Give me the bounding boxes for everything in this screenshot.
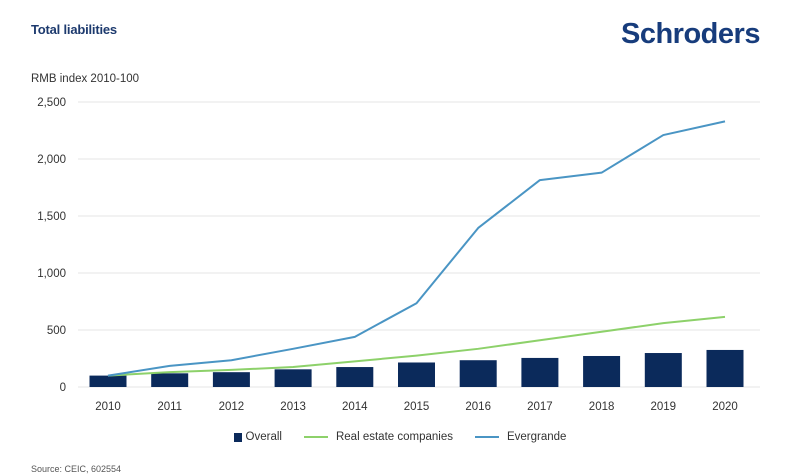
legend-label-overall: Overall [245, 431, 282, 443]
legend-swatch-real-estate [303, 436, 328, 438]
bar-overall [151, 373, 189, 387]
x-tick-label: 2019 [651, 401, 677, 413]
x-tick-label: 2018 [589, 401, 615, 413]
y-tick-label: 1,500 [37, 211, 66, 223]
bar-overall [398, 362, 435, 387]
line-evergrande [107, 120, 726, 377]
legend-item-overall: Overall [233, 431, 282, 443]
x-tick-label: 2014 [342, 401, 368, 413]
bar-overall [583, 355, 621, 387]
line-real-estate [107, 315, 726, 377]
x-tick-label: 2020 [712, 401, 738, 413]
bar-overall [274, 369, 312, 387]
x-tick-label: 2012 [219, 401, 245, 413]
legend-swatch-overall [233, 432, 242, 442]
series-lines [107, 120, 726, 377]
y-tick-label: 0 [60, 382, 66, 394]
y-tick-label: 2,500 [37, 97, 66, 109]
bar-overall [89, 375, 127, 387]
bar-overall [459, 360, 497, 387]
y-tick-label: 1,000 [37, 268, 66, 280]
x-tick-label: 2017 [527, 401, 553, 413]
x-tick-label: 2016 [465, 401, 491, 413]
schroders-logo: Schroders [621, 18, 760, 50]
y-axis-unit-label: RMB index 2010-100 [31, 73, 140, 85]
gridlines [78, 101, 760, 388]
y-axis-ticks: 0 500 1,000 1,500 2,000 2,500 [37, 97, 66, 394]
legend-swatch-evergrande [474, 436, 499, 438]
legend-label-evergrande: Evergrande [506, 431, 567, 443]
y-tick-label: 500 [47, 325, 66, 337]
legend: Overall Real estate companies Evergrande [0, 431, 800, 443]
bar-overall [644, 353, 682, 387]
x-axis-ticks: 2010 2011 2012 2013 2014 2015 2016 2017 2018 2019… [95, 401, 738, 413]
bar-overall [336, 367, 374, 387]
chart-title: Total liabilities [31, 22, 117, 37]
x-tick-label: 2010 [95, 401, 121, 413]
bar-overall [212, 372, 250, 387]
legend-item-evergrande: Evergrande [474, 431, 567, 443]
x-tick-label: 2015 [404, 401, 430, 413]
bar-overall [706, 349, 744, 387]
overall-bars [89, 349, 744, 387]
bar-overall [521, 357, 559, 387]
x-tick-label: 2011 [157, 401, 182, 413]
y-tick-label: 2,000 [37, 154, 66, 166]
x-tick-label: 2013 [280, 401, 306, 413]
source-note: Source: CEIC, 602554 [31, 464, 122, 474]
legend-item-real-estate: Real estate companies [303, 431, 453, 443]
legend-label-real-estate: Real estate companies [335, 431, 453, 443]
